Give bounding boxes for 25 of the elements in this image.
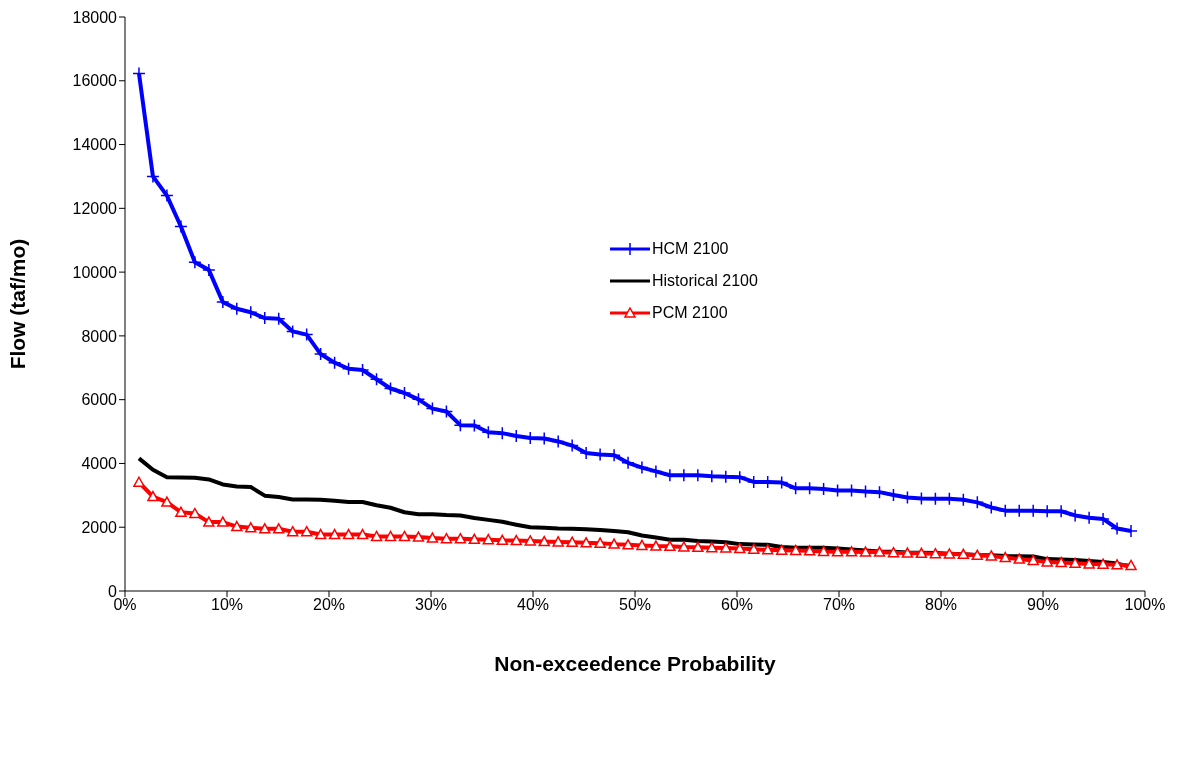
y-tick-label: 16000 [72, 72, 118, 90]
x-tick-label: 100% [1124, 596, 1166, 614]
x-tick-label: 50% [618, 596, 652, 614]
y-tick-label: 2000 [81, 518, 118, 536]
x-tick-label: 90% [1026, 596, 1060, 614]
x-tick-label: 40% [516, 596, 550, 614]
y-tick-label: 12000 [72, 200, 118, 218]
x-tick-label: 30% [414, 596, 448, 614]
x-tick-label: 70% [822, 596, 856, 614]
y-tick-label: 10000 [72, 263, 118, 281]
legend-label: PCM 2100 [652, 304, 728, 322]
y-tick-label: 6000 [81, 391, 118, 409]
x-tick-label: 80% [924, 596, 958, 614]
x-tick-label: 10% [210, 596, 244, 614]
x-tick-label: 20% [312, 596, 346, 614]
x-axis-title: Non-exceedence Probability [494, 652, 776, 675]
y-axis-title: Flow (taf/mo) [6, 238, 30, 370]
legend-label: Historical 2100 [652, 272, 758, 290]
x-tick-label: 60% [720, 596, 754, 614]
y-tick-label: 14000 [72, 136, 118, 154]
legend-label: HCM 2100 [652, 240, 729, 258]
y-tick-label: 18000 [72, 8, 118, 26]
y-tick-label: 4000 [81, 455, 118, 473]
x-tick-label: 0% [113, 596, 137, 614]
y-tick-label: 8000 [81, 327, 118, 345]
